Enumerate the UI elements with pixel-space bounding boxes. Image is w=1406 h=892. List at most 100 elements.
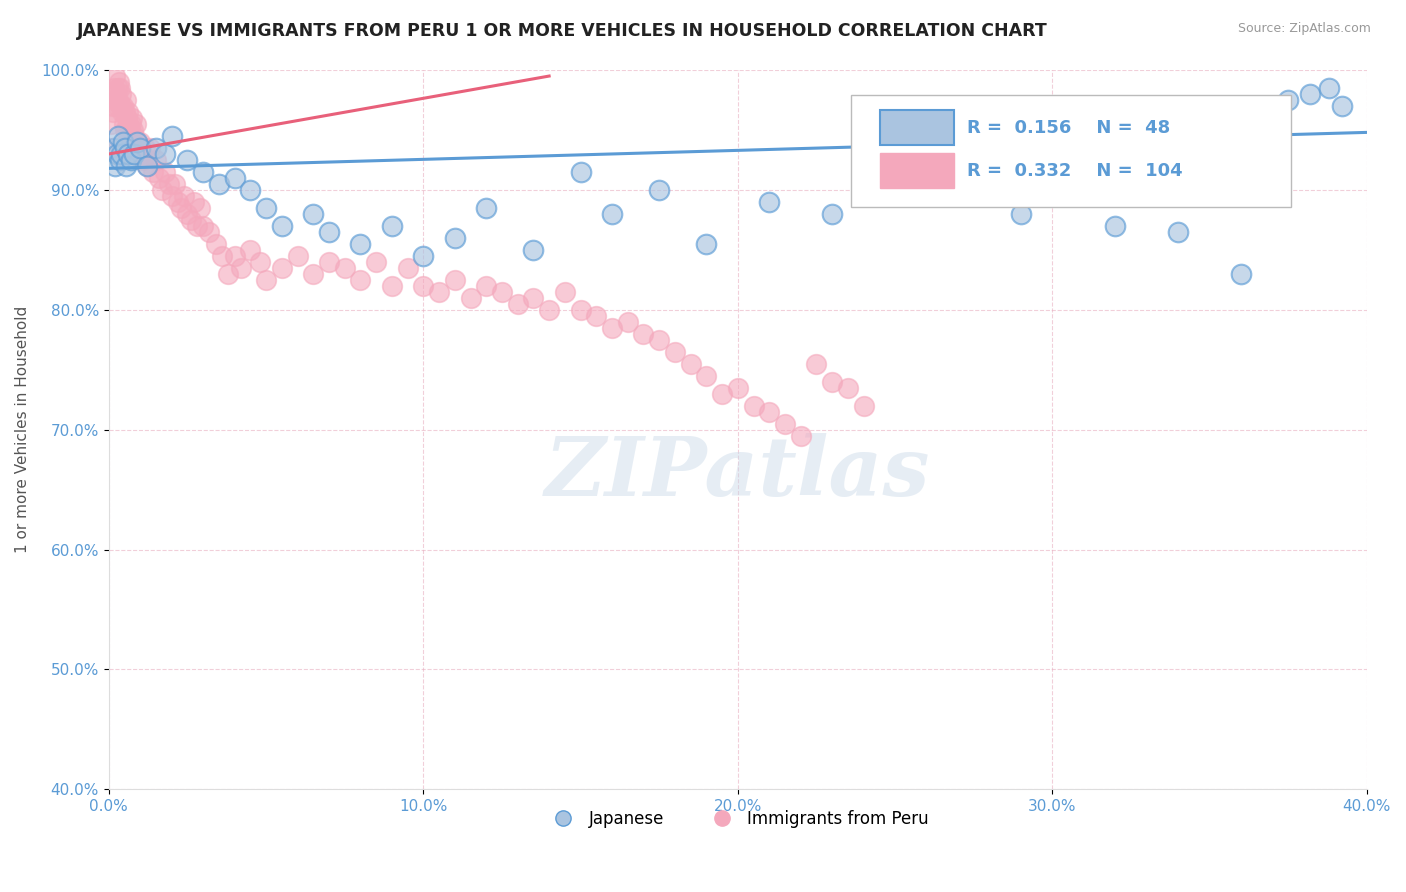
Point [522,243,544,257]
Point [412,249,434,263]
Point [138,141,160,155]
Point [443,273,465,287]
Point [176,153,198,167]
Point [1104,219,1126,233]
Point [145,153,167,167]
Point [117,147,139,161]
Point [254,273,277,287]
Point [104,159,127,173]
Point [217,267,239,281]
Point [180,213,202,227]
Point [758,405,780,419]
Point [695,368,717,383]
Point [208,177,231,191]
Point [111,135,134,149]
Point [100,141,122,155]
Point [600,207,623,221]
Point [569,302,592,317]
Point [224,249,246,263]
Point [127,135,149,149]
Point [127,135,149,149]
Point [128,141,150,155]
Point [107,93,129,107]
Point [1317,81,1340,95]
Point [129,135,152,149]
Point [381,278,404,293]
Point [695,236,717,251]
Point [104,87,127,101]
Point [366,255,388,269]
Point [103,81,125,95]
Point [135,159,157,173]
Point [821,207,844,221]
Point [211,249,233,263]
Point [585,309,607,323]
Point [1299,87,1322,101]
Text: R =  0.332    N =  104: R = 0.332 N = 104 [967,161,1182,180]
Point [120,123,142,137]
Point [112,117,135,131]
Point [101,99,124,113]
Point [443,231,465,245]
Point [270,260,292,275]
Point [157,177,180,191]
Point [1167,225,1189,239]
Point [679,357,702,371]
Point [122,128,145,143]
Point [100,117,122,131]
Point [114,123,136,137]
Point [648,183,671,197]
Point [107,81,129,95]
Point [155,165,177,179]
Point [110,99,132,113]
Point [852,399,875,413]
Point [569,165,592,179]
Point [491,285,513,299]
Point [475,201,498,215]
Point [633,326,655,341]
Point [349,236,371,251]
Text: R =  0.156    N =  48: R = 0.156 N = 48 [967,119,1170,136]
Point [790,428,813,442]
Point [105,147,128,161]
Point [1230,267,1253,281]
Point [742,399,765,413]
Point [773,417,796,431]
Point [239,243,262,257]
Point [103,141,125,155]
Point [837,381,859,395]
Point [135,159,157,173]
Point [155,147,177,161]
Point [538,302,561,317]
Point [1277,93,1299,107]
Point [118,128,141,143]
Point [108,153,131,167]
Point [115,93,138,107]
Point [163,177,186,191]
FancyBboxPatch shape [880,111,955,145]
Point [103,93,125,107]
Point [475,278,498,293]
Point [160,128,183,143]
Point [427,285,450,299]
Point [129,141,152,155]
Point [333,260,356,275]
Point [381,219,404,233]
Point [150,183,173,197]
Text: JAPANESE VS IMMIGRANTS FROM PERU 1 OR MORE VEHICLES IN HOUSEHOLD CORRELATION CHA: JAPANESE VS IMMIGRANTS FROM PERU 1 OR MO… [77,22,1047,40]
Point [111,105,134,120]
Point [110,147,132,161]
Point [506,297,529,311]
Point [711,386,734,401]
Point [302,207,325,221]
Point [160,189,183,203]
Point [224,170,246,185]
Point [270,219,292,233]
Point [120,153,142,167]
Point [131,147,153,161]
Point [198,225,221,239]
Point [648,333,671,347]
Point [249,255,271,269]
Point [460,291,482,305]
Point [821,375,844,389]
